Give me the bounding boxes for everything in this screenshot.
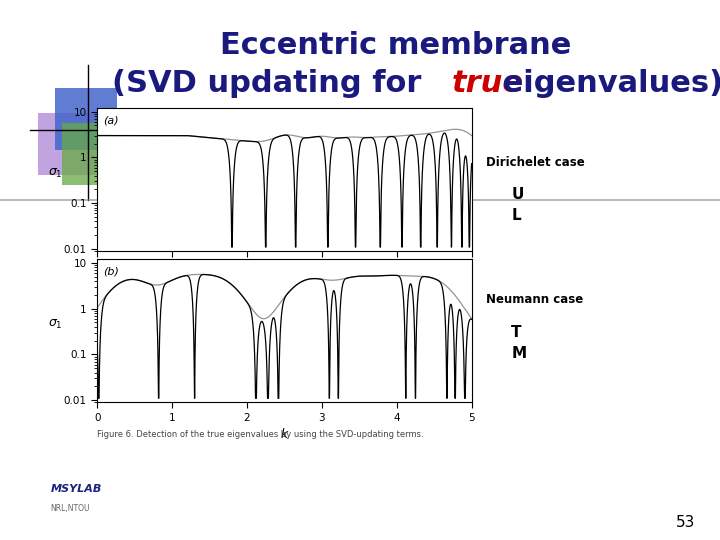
Text: MSYLAB: MSYLAB	[50, 484, 102, 494]
Text: Neumann case: Neumann case	[486, 293, 583, 306]
Text: M: M	[511, 346, 526, 361]
Text: NRL,NTOU: NRL,NTOU	[50, 504, 90, 513]
Text: eigenvalues): eigenvalues)	[492, 69, 720, 98]
Bar	[55, 88, 117, 150]
Y-axis label: $\sigma_1$: $\sigma_1$	[48, 166, 63, 179]
Text: Dirichelet case: Dirichelet case	[486, 156, 585, 168]
Text: (b): (b)	[103, 266, 119, 276]
Text: Eccentric membrane: Eccentric membrane	[220, 31, 572, 60]
Text: true: true	[452, 69, 524, 98]
Text: L: L	[511, 208, 521, 224]
Text: (SVD updating for  true  eigenvalues): (SVD updating for true eigenvalues)	[74, 69, 718, 98]
Text: (SVD updating for: (SVD updating for	[112, 69, 431, 98]
Text: U: U	[511, 187, 523, 202]
Text: T: T	[511, 325, 522, 340]
Text: 53: 53	[675, 515, 695, 530]
Text: (a): (a)	[103, 115, 119, 125]
Y-axis label: $\sigma_1$: $\sigma_1$	[48, 318, 63, 330]
Text: Figure 6. Detection of the true eigenvalues by using the SVD-updating terms.: Figure 6. Detection of the true eigenval…	[97, 430, 424, 439]
Bar	[38, 113, 100, 175]
X-axis label: k: k	[281, 428, 288, 441]
Bar	[62, 123, 124, 185]
